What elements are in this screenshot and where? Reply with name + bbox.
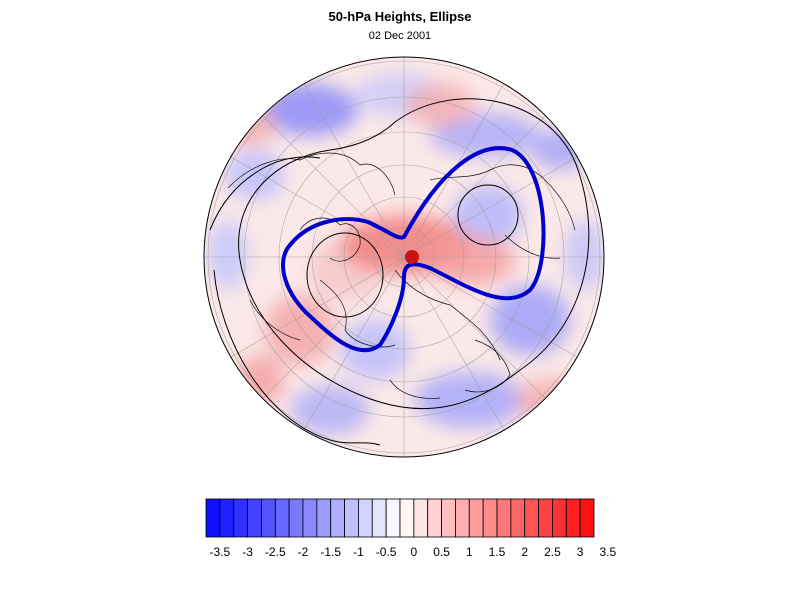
colorbar-box: [524, 498, 539, 538]
colorbar-box: [344, 498, 359, 538]
map-boundary: [203, 56, 605, 458]
colorbar-tick-label: -1.5: [320, 545, 341, 559]
colorbar-boxes: [205, 498, 595, 538]
colorbar-box: [219, 498, 235, 538]
colorbar-tick-label: -3.5: [210, 545, 231, 559]
colorbar-tick-label: 2: [521, 545, 528, 559]
height-contours: [209, 98, 590, 446]
colorbar-tick-label: 3.5: [600, 545, 617, 559]
colorbar-box: [316, 498, 332, 538]
colorbar-tick-label: 1.5: [489, 545, 506, 559]
colorbar-box: [358, 498, 373, 538]
polar-map: [203, 56, 605, 458]
colorbar-tick-label: -3: [242, 545, 253, 559]
colorbar-box: [371, 498, 387, 538]
colorbar-box: [205, 498, 221, 538]
colorbar-box: [233, 498, 248, 538]
colorbar-box: [427, 498, 442, 538]
colorbar-box: [496, 498, 512, 538]
plot-title: 50-hPa Heights, Ellipse: [328, 9, 472, 24]
colorbar-tick-label: -2.5: [265, 545, 286, 559]
colorbar-box: [399, 498, 415, 538]
colorbar-tick-labels: -3.5 -3 -2.5 -2 -1.5 -1 -0.5 0 0.5 1 1.5 2 2.5 3 3.5: [210, 545, 617, 559]
colorbar-box: [261, 498, 276, 538]
colorbar-box: [552, 498, 567, 538]
plot-date: 02 Dec 2001: [368, 30, 432, 42]
graticule: [204, 57, 604, 457]
colorbar-box: [455, 498, 470, 538]
colorbar-tick-label: 2.5: [544, 545, 561, 559]
colorbar-box: [468, 498, 484, 538]
ellipse-contour: [281, 146, 546, 353]
colorbar-box: [247, 498, 262, 538]
colorbar-box: [274, 498, 290, 538]
colorbar-box: [385, 498, 401, 538]
colorbar-box: [288, 498, 304, 538]
colorbar-tick-label: 1: [466, 545, 473, 559]
colorbar-tick-label: -2: [298, 545, 309, 559]
colorbar-box: [538, 498, 553, 538]
pole-marker-icon: [405, 250, 419, 264]
colorbar-box: [482, 498, 498, 538]
colorbar-tick-label: 0: [411, 545, 418, 559]
colorbar-box: [441, 498, 456, 538]
colorbar-box: [565, 498, 581, 538]
colorbar-tick-label: 3: [577, 545, 584, 559]
colorbar-box: [413, 498, 429, 538]
colorbar-box: [579, 498, 595, 538]
colorbar-box: [510, 498, 526, 538]
colorbar-tick-label: -1: [353, 545, 364, 559]
coastlines: [227, 152, 576, 399]
colorbar-box: [330, 498, 345, 538]
colorbar-box: [302, 498, 318, 538]
colorbar-tick-label: 0.5: [433, 545, 450, 559]
colorbar-tick-label: -0.5: [376, 545, 397, 559]
